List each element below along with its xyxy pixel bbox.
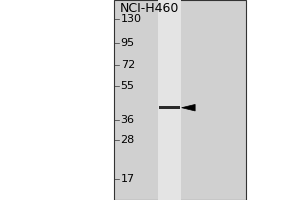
- Text: 95: 95: [121, 38, 135, 48]
- Text: 55: 55: [121, 81, 135, 91]
- Text: 72: 72: [121, 60, 135, 70]
- Text: 28: 28: [121, 135, 135, 145]
- Text: 36: 36: [121, 115, 135, 125]
- Bar: [160, 106, 179, 109]
- Bar: [158, 0, 181, 200]
- Text: 17: 17: [121, 174, 135, 184]
- Text: 130: 130: [121, 14, 142, 24]
- Polygon shape: [182, 104, 195, 111]
- Text: NCI-H460: NCI-H460: [120, 2, 179, 15]
- Bar: [114, 0, 246, 200]
